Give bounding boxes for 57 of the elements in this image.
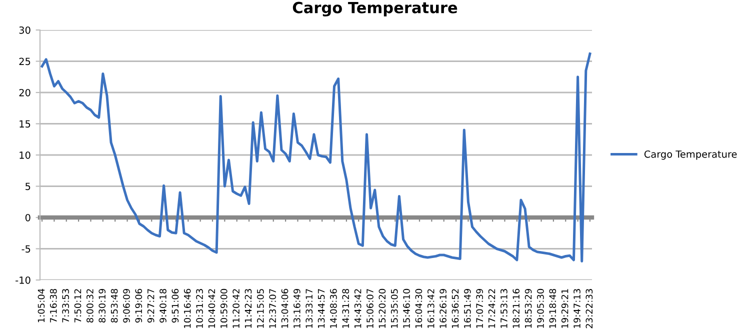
y-tick-label: 20 — [19, 88, 30, 96]
x-tick-label: 13:33:17 — [306, 289, 313, 328]
x-tick-label: 17:24:22 — [488, 289, 496, 328]
x-tick-label: 16:13:42 — [427, 289, 434, 328]
x-tick-label: 12:37:07 — [269, 289, 276, 328]
x-tick-label: 16:51:49 — [464, 288, 471, 328]
x-tick-label: 23:22:33 — [586, 289, 593, 328]
x-tick-label: 16:04:30 — [415, 288, 422, 328]
x-tick-label: 16:26:19 — [440, 288, 446, 328]
x-tick-label: 18:53:29 — [524, 288, 532, 328]
y-tick-label: 15 — [20, 120, 30, 128]
x-tick-label: 14:31:28 — [342, 288, 350, 328]
x-tick-label: 8:00:32 — [86, 289, 94, 323]
x-tick-label: 17:07:39 — [476, 288, 483, 328]
x-tick-label: 10:40:42 — [208, 289, 216, 328]
x-tick-label: 18:21:16 — [512, 288, 520, 328]
chart-title: Cargo Temperature — [292, 2, 458, 16]
x-tick-label: 19:29:21 — [561, 289, 568, 328]
x-tick-label: 14:43:42 — [354, 289, 362, 328]
x-tick-label: 14:08:36 — [330, 288, 337, 328]
x-tick-label: 10:31:23 — [196, 289, 203, 328]
x-tick-label: 9:40:18 — [160, 288, 166, 323]
x-tick-label: 19:18:48 — [549, 288, 556, 328]
x-tick-label: 13:16:49 — [294, 288, 300, 328]
y-tick-label: 30 — [19, 26, 30, 34]
x-tick-label: 19:05:30 — [537, 288, 544, 328]
x-tick-label: 19:47:13 — [574, 289, 580, 328]
x-tick-label: 9:19:06 — [135, 288, 142, 323]
x-tick-label: 15:35:05 — [390, 289, 398, 328]
y-tick-label: 5 — [26, 182, 30, 190]
x-tick-label: 8:53:48 — [110, 288, 118, 323]
x-tick-label: 16:36:52 — [452, 289, 459, 328]
x-tick-label: 11:20:42 — [232, 289, 240, 328]
y-tick-label: -10 — [16, 276, 30, 284]
y-tick-label: 10 — [20, 151, 30, 159]
y-tick-label: -5 — [22, 245, 30, 253]
y-tick-label: 0 — [25, 214, 30, 222]
x-tick-label: 9:51:06 — [172, 288, 179, 323]
legend-label: Cargo Temperature — [644, 150, 737, 160]
x-tick-label: 7:50:12 — [74, 289, 82, 322]
x-tick-label: 7:33:53 — [62, 289, 69, 322]
x-tick-label: 9:27:27 — [147, 289, 154, 323]
x-tick-label: 15:46:10 — [403, 288, 410, 328]
x-tick-label: 12:15:05 — [256, 289, 264, 328]
x-tick-label: 15:20:20 — [378, 288, 386, 328]
x-tick-label: 8:30:19 — [98, 288, 106, 323]
x-tick-label: 11:42:23 — [244, 289, 252, 328]
x-tick-label: 15:06:07 — [366, 289, 374, 328]
x-tick-label: 9:06:09 — [123, 288, 130, 323]
x-tick-label: 13:44:57 — [318, 289, 325, 328]
x-tick-label: 1:05:04 — [38, 288, 45, 322]
x-tick-label: 13:04:06 — [281, 288, 288, 328]
y-tick-label: 25 — [19, 58, 30, 66]
x-tick-label: 7:16:38 — [50, 288, 57, 322]
x-tick-label: 10:16:46 — [184, 288, 191, 328]
x-tick-label: 10:59:00 — [220, 288, 228, 328]
x-tick-label: 17:53:13 — [500, 289, 508, 328]
